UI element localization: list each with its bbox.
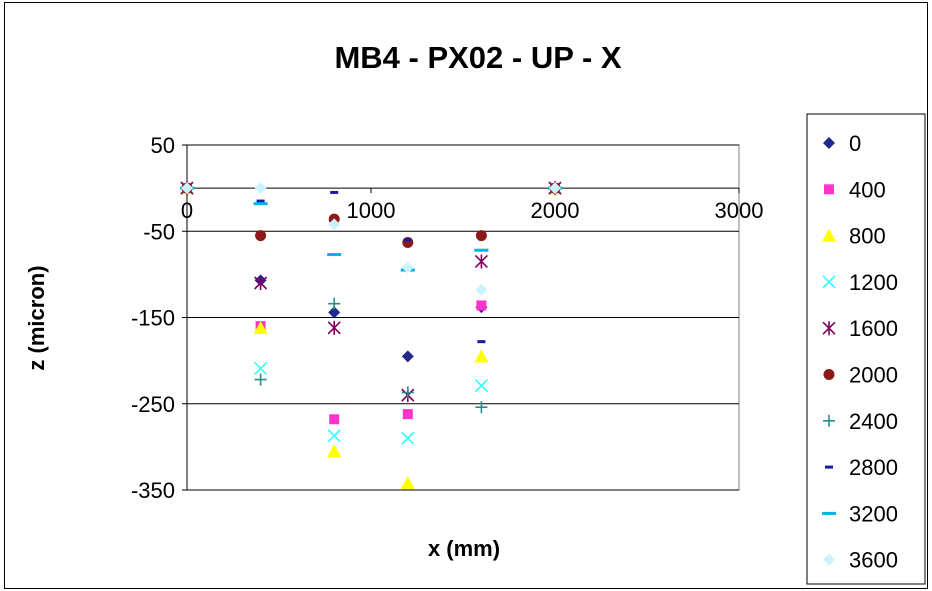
legend-marker [825,465,833,469]
data-point [475,401,488,414]
legend-marker [823,369,835,380]
y-tick-label: -350 [131,478,175,503]
legend-label: 2800 [849,455,898,480]
legend-label: 2400 [849,409,898,434]
legend-label: 3600 [849,548,898,573]
y-tick-label: -150 [131,306,175,331]
data-point [474,248,489,252]
legend-item: 1200 [822,270,898,295]
data-point [255,230,267,242]
legend-label: 1600 [849,316,898,341]
x-tick-label: 2000 [531,198,580,223]
legend-marker [822,321,836,336]
y-axis [182,144,188,491]
data-point [327,320,341,335]
data-point [328,297,341,310]
x-tick-label: 0 [181,198,193,223]
x-tick-labels: 0 1000 2000 3000 [181,198,764,223]
data-point [477,340,486,344]
chart-title: MB4 - PX02 - UP - X [334,40,621,75]
legend-item: 1600 [822,316,898,341]
legend-label: 3200 [849,501,898,526]
data-point [181,182,193,195]
data-point [327,444,342,458]
legend-marker [822,275,836,289]
data-point [400,476,415,490]
legend-label: 800 [849,224,886,249]
data-point [402,409,413,420]
data-point [475,230,487,242]
data-point [328,306,341,319]
legend-marker [822,228,836,242]
legend-label: 1200 [849,270,898,295]
data-point [328,218,341,231]
legend-label: 400 [849,177,886,202]
data-point [254,361,268,375]
legend-item: 2000 [823,363,898,388]
x-tick-label: 1000 [347,198,396,223]
legend-item: 2800 [825,455,898,480]
data-point [401,261,414,274]
legend-label: 2000 [849,363,898,388]
y-tick-labels: 50 -50 -150 -250 -350 [131,133,175,503]
legend-item: 0 [823,131,861,156]
y-tick-label: -50 [143,219,175,244]
data-point [401,431,415,445]
data-point [403,238,412,242]
x-axis [186,187,740,194]
legend-item: 800 [822,224,886,249]
legend-item: 400 [824,177,886,202]
y-axis-label: z (micron) [24,265,49,370]
data-point [475,283,488,296]
legend-item: 3600 [823,548,898,573]
data-point [253,202,268,206]
legend: 0 400 800 1200 1600 2000 2400 2800 3200 3600 [822,131,898,573]
grid-lines [187,144,739,491]
data-point [474,254,488,269]
data-point [329,414,340,425]
legend-item: 3200 [822,501,898,526]
data-point [474,379,488,393]
data-point [254,182,267,195]
y-tick-label: -250 [131,392,175,417]
data-markers [180,181,562,490]
data-point [256,199,265,203]
data-point [549,182,561,195]
data-point [401,386,414,399]
legend-marker [823,137,835,149]
y-tick-label: 50 [151,133,175,158]
data-point [330,190,339,194]
legend-marker [822,511,836,515]
legend-marker [823,414,835,427]
legend-marker [823,553,835,566]
legend-marker [824,184,834,195]
data-point [476,300,487,311]
data-point [254,276,268,290]
legend-item: 2400 [823,409,898,434]
x-tick-label: 3000 [715,198,764,223]
data-point [401,350,414,363]
x-axis-label: x (mm) [428,536,500,561]
data-point [253,320,268,334]
chart-frame [4,2,928,589]
legend-label: 0 [849,131,861,156]
data-point [474,349,489,363]
data-point [327,253,342,257]
data-point [327,429,341,443]
data-point [254,373,267,386]
